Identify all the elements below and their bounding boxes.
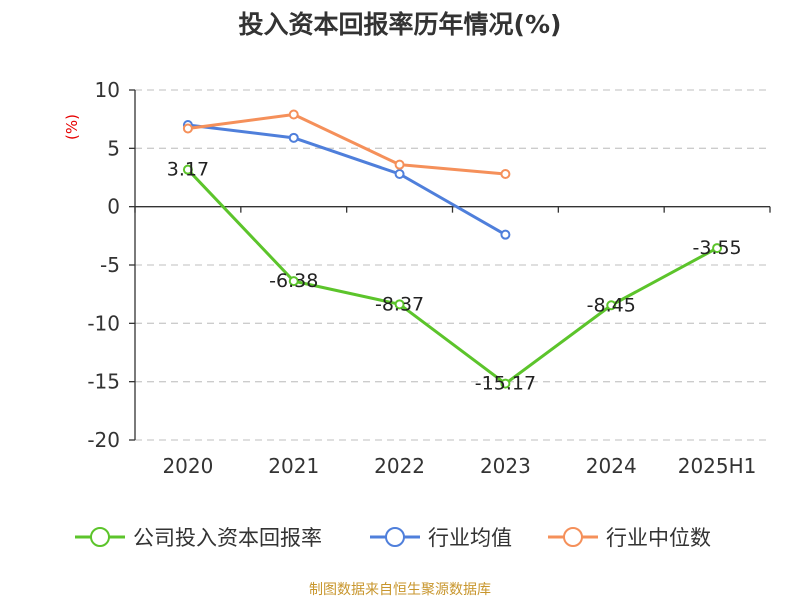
y-tick-label: -15 <box>87 370 120 394</box>
legend-marker <box>90 527 110 547</box>
series-line <box>186 123 507 237</box>
legend-marker <box>563 527 583 547</box>
data-point <box>182 164 193 175</box>
x-tick-label: 2025H1 <box>678 454 757 478</box>
data-label: -8.45 <box>587 294 636 316</box>
grid <box>135 89 770 441</box>
data-point <box>394 159 405 170</box>
series-0 <box>182 164 723 389</box>
legend: 公司投入资本回报率 行业均值 行业中位数 <box>75 526 711 550</box>
legend-label: 行业均值 <box>428 526 512 550</box>
data-point <box>288 109 299 120</box>
legend-marker <box>385 527 405 547</box>
data-point <box>394 299 405 310</box>
data-labels: 3.17 -6.38 -8.37 -15.17 -8.45 -3.55 <box>167 159 742 395</box>
data-label: 3.17 <box>167 159 209 181</box>
y-axis-label: (%) <box>63 114 81 140</box>
data-point <box>500 378 511 389</box>
data-point <box>394 169 405 179</box>
legend-item-0: 公司投入资本回报率 <box>75 526 322 550</box>
source-note: 制图数据来自恒生聚源数据库 <box>309 582 491 598</box>
data-point <box>288 132 299 143</box>
series-group <box>182 109 723 389</box>
data-point <box>288 276 299 287</box>
legend-label: 公司投入资本回报率 <box>133 526 322 550</box>
y-tick-label: -20 <box>87 428 120 452</box>
data-label: -3.55 <box>692 237 741 259</box>
series-line <box>186 168 719 386</box>
y-tick-label: -10 <box>87 311 120 335</box>
data-point <box>500 169 511 179</box>
data-label: -15.17 <box>475 373 536 395</box>
x-tick-label: 2021 <box>268 454 319 478</box>
data-point <box>606 300 617 311</box>
series-1 <box>182 120 511 240</box>
series-2 <box>182 109 511 179</box>
x-tick-label: 2022 <box>374 454 425 478</box>
data-label: -6.38 <box>269 270 318 292</box>
legend-label: 行业中位数 <box>606 526 711 550</box>
x-tick-label: 2023 <box>480 454 531 478</box>
legend-item-1: 行业均值 <box>370 526 512 550</box>
data-point <box>500 229 511 240</box>
y-tick-label: 0 <box>107 195 120 219</box>
x-tick-label: 2024 <box>586 454 637 478</box>
y-tick-label: 10 <box>95 78 120 102</box>
data-point <box>712 243 723 254</box>
data-point <box>182 123 193 134</box>
axes: 10 5 0 -5 -10 -15 -20 2020 2021 2022 2023 2024 2025H… <box>87 78 771 478</box>
data-label: -8.37 <box>375 293 424 315</box>
legend-item-2: 行业中位数 <box>548 526 711 550</box>
chart-title: 投入资本回报率历年情况(%) <box>239 10 562 39</box>
x-tick-label: 2020 <box>162 454 213 478</box>
y-tick-label: -5 <box>100 253 120 277</box>
y-tick-label: 5 <box>107 136 120 160</box>
series-line <box>186 113 507 176</box>
